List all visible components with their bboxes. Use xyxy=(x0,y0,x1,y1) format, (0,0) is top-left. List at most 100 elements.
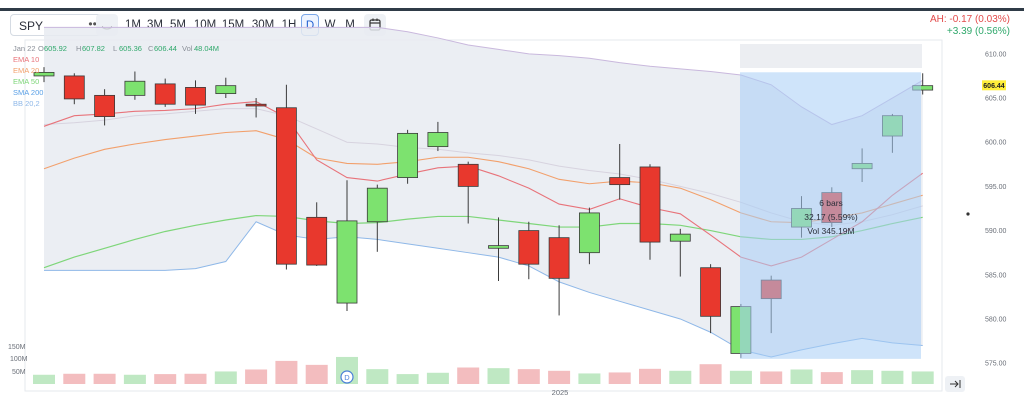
candle-body xyxy=(366,187,388,223)
volume-bar xyxy=(426,372,449,384)
last-price-label: 606.44 xyxy=(983,83,1005,90)
volume-bar xyxy=(881,370,904,384)
legend-high: 607.82 xyxy=(82,44,105,53)
y-axis-tick: 580.00 xyxy=(985,316,1007,323)
candle-body xyxy=(639,166,661,243)
volume-bar xyxy=(669,370,692,384)
candle-body xyxy=(579,212,600,254)
legend-volume: 48.04M xyxy=(194,44,219,53)
volume-bar xyxy=(93,373,116,384)
volume-label-100m: 100M xyxy=(10,356,28,363)
legend-open: 605.92 xyxy=(44,44,67,53)
legend-ema20[interactable]: EMA 20 xyxy=(13,66,39,75)
candle-body xyxy=(457,163,479,187)
legend-bb[interactable]: BB 20,2 xyxy=(13,99,40,108)
volume-bar xyxy=(123,374,146,384)
volume-bar xyxy=(608,372,631,384)
volume-label-50m: 50M xyxy=(12,369,26,376)
volume-bar xyxy=(457,367,480,384)
timeframe-m[interactable]: M xyxy=(345,19,355,31)
dividend-label: D xyxy=(344,373,350,382)
day-change: +3.39 (0.56%) xyxy=(946,26,1010,37)
volume-bar xyxy=(639,368,661,384)
candle-body xyxy=(33,71,55,77)
volume-bar xyxy=(487,368,510,384)
y-axis-tick: 605.00 xyxy=(985,96,1007,103)
top-border xyxy=(0,8,1024,11)
candle-body xyxy=(185,87,206,106)
scroll-to-end-button[interactable] xyxy=(945,376,965,392)
legend-close: 606.44 xyxy=(154,44,177,53)
dividend-marker[interactable]: D xyxy=(340,370,354,384)
candle-body xyxy=(609,177,631,186)
volume-bar xyxy=(214,371,237,384)
volume-bar xyxy=(548,370,571,384)
candle-body xyxy=(275,107,297,265)
candle-body xyxy=(336,220,358,304)
y-axis-tick: 590.00 xyxy=(985,228,1007,235)
candle-body xyxy=(548,237,570,279)
volume-bar xyxy=(820,372,843,384)
legend-l-label: L xyxy=(113,44,117,53)
volume-bar xyxy=(911,371,934,384)
volume-bar xyxy=(790,369,813,384)
candle-body xyxy=(488,245,509,249)
candle-body xyxy=(397,132,419,178)
volume-bar xyxy=(578,373,601,384)
y-axis-tick: 610.00 xyxy=(985,51,1007,58)
calendar-icon xyxy=(369,18,381,31)
y-axis-tick: 575.00 xyxy=(985,361,1007,368)
measure-range-box[interactable] xyxy=(740,72,921,359)
y-axis-tick: 600.00 xyxy=(985,140,1007,147)
volume-bar xyxy=(33,374,55,384)
y-axis-tick: 585.00 xyxy=(985,272,1007,279)
legend-date: Jan 22 xyxy=(13,44,36,53)
measure-bars: 6 bars xyxy=(819,198,843,208)
candle-body xyxy=(154,83,176,105)
volume-bar xyxy=(366,369,389,384)
volume-bar xyxy=(760,371,783,384)
volume-bar xyxy=(517,369,540,384)
last-price-tag xyxy=(982,80,1006,91)
volume-bar xyxy=(245,369,268,384)
volume-bar xyxy=(275,360,298,384)
volume-bar xyxy=(305,364,328,384)
candle-body xyxy=(215,85,237,95)
crosshair-dot xyxy=(966,212,970,216)
candle-body xyxy=(63,75,85,100)
measure-change: 32.17 (5.59%) xyxy=(804,212,858,222)
volume-bar xyxy=(729,370,752,384)
candle-body xyxy=(518,230,540,265)
volume-label-150m: 150M xyxy=(8,344,26,351)
volume-bar xyxy=(154,374,177,384)
legend-o-label: O xyxy=(38,44,44,53)
candle-body xyxy=(700,267,721,317)
volume-bar xyxy=(851,370,874,384)
measure-label: 6 bars 32.17 (5.59%) Vol 345.19M xyxy=(804,198,858,236)
x-axis-year-label: 2025 xyxy=(552,388,569,397)
legend-h-label: H xyxy=(76,44,81,53)
timeframe-w[interactable]: W xyxy=(324,19,336,31)
symbol-text: SPY xyxy=(19,19,44,33)
candle-body xyxy=(124,80,146,96)
y-axis-tick: 595.00 xyxy=(985,184,1007,191)
legend-ema50[interactable]: EMA 50 xyxy=(13,77,39,86)
legend-low: 605.36 xyxy=(119,44,142,53)
candle-body xyxy=(94,94,115,117)
volume-bar xyxy=(699,364,722,384)
candle-body xyxy=(427,132,449,148)
scroll-end-icon xyxy=(950,380,961,388)
candle-body xyxy=(306,216,328,266)
volume-bar xyxy=(396,374,419,384)
volume-bar xyxy=(184,373,207,384)
candle-body xyxy=(669,233,691,242)
legend-sma200[interactable]: SMA 200 xyxy=(13,88,43,97)
legend-vol-label: Vol xyxy=(182,44,193,53)
legend-ema10[interactable]: EMA 10 xyxy=(13,55,39,64)
after-hours-change: AH: -0.17 (0.03%) xyxy=(929,14,1010,25)
dividend-circle[interactable] xyxy=(340,370,354,384)
measure-volume: Vol 345.19M xyxy=(807,226,854,236)
candle-body xyxy=(245,103,267,107)
